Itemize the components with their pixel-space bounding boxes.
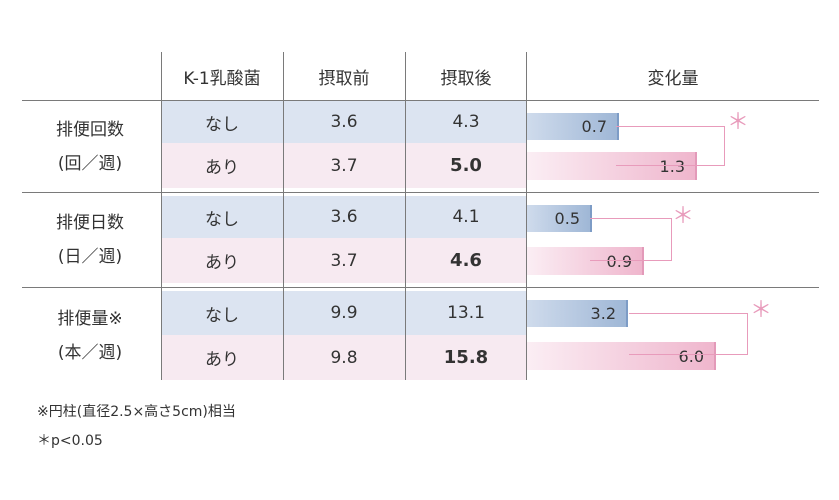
change-bar-with: 0.9	[527, 247, 644, 275]
cell-after: 4.1	[452, 207, 480, 227]
change-bar-none: 0.5	[527, 205, 592, 232]
footnote-volume: ※円柱(直径2.5×高さ5cm)相当	[37, 404, 236, 420]
cell-after-highlight: 5.0	[450, 155, 482, 176]
row-bg-2-with	[162, 238, 526, 283]
row-label-line1: 排便量※	[57, 309, 123, 329]
row-label-stool-amount: 排便量※ (本／週)	[22, 302, 158, 370]
cell-after-highlight: 4.6	[450, 250, 482, 271]
significance-bracket	[616, 126, 725, 166]
header-after: 摂取後	[440, 68, 492, 89]
cell-before: 3.6	[330, 207, 358, 227]
cell-group: あり	[205, 158, 239, 178]
row-label-line2: (日／週)	[57, 247, 123, 267]
cell-group: なし	[205, 305, 239, 326]
header-before: 摂取前	[318, 68, 370, 89]
cell-group: なし	[205, 209, 239, 230]
change-bar-none: 3.2	[527, 300, 628, 327]
cell-group: あり	[205, 253, 239, 273]
cell-after: 4.3	[452, 112, 480, 132]
rule-group-1-bottom	[22, 192, 819, 193]
column-divider-1	[161, 52, 162, 380]
cell-before: 3.6	[330, 112, 358, 132]
column-divider-2	[283, 52, 284, 380]
significance-bracket	[590, 218, 672, 261]
significance-marker: ＊	[672, 204, 695, 229]
significance-bracket	[629, 313, 748, 355]
row-label-line2: (回／週)	[57, 154, 123, 174]
cell-before: 9.9	[330, 303, 358, 323]
cell-group: あり	[205, 350, 239, 370]
row-bg-2-none	[162, 196, 526, 238]
row-label-line1: 排便日数	[56, 213, 124, 233]
cell-after-highlight: 15.8	[443, 347, 489, 368]
significance-marker: ＊	[750, 298, 773, 323]
rule-header-bottom	[22, 100, 819, 101]
row-label-line1: 排便回数	[56, 120, 124, 140]
row-label-stool-days: 排便日数 (日／週)	[22, 206, 158, 274]
column-divider-3	[405, 52, 406, 380]
change-bar-with: 1.3	[527, 152, 697, 180]
row-bg-1-none	[162, 101, 526, 143]
cell-group: なし	[205, 114, 239, 135]
cell-before: 9.8	[330, 347, 358, 368]
row-bg-3-none	[162, 291, 526, 335]
footnote-significance: ＊p<0.05	[37, 433, 103, 449]
change-bar-none: 0.7	[527, 113, 619, 140]
header-change: 変化量	[647, 68, 699, 89]
cell-after: 13.1	[447, 303, 485, 323]
row-bg-1-with	[162, 143, 526, 188]
row-label-line2: (本／週)	[57, 343, 123, 363]
cell-before: 3.7	[330, 250, 358, 271]
cell-before: 3.7	[330, 155, 358, 176]
header-group: K-1乳酸菌	[183, 68, 261, 89]
column-divider-4	[526, 52, 527, 380]
row-label-stool-frequency: 排便回数 (回／週)	[22, 113, 158, 181]
change-bar-with: 6.0	[527, 342, 716, 370]
rule-group-2-bottom	[22, 287, 819, 288]
row-bg-3-with	[162, 335, 526, 380]
significance-marker: ＊	[727, 110, 750, 135]
